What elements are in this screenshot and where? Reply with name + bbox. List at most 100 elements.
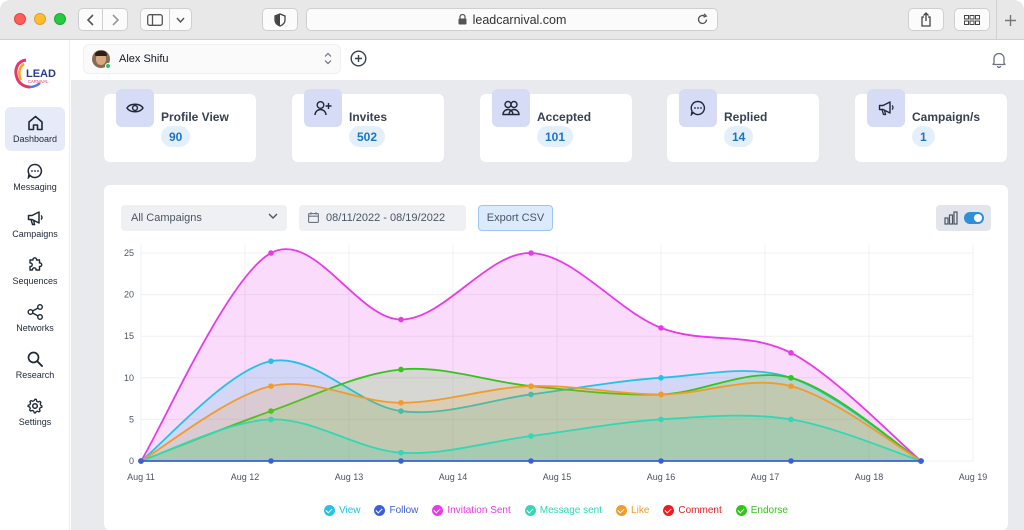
stat-icon-box (679, 89, 717, 127)
chevron-updown-icon (324, 52, 332, 65)
x-tick-label: Aug 13 (335, 472, 364, 482)
home-icon (27, 115, 43, 130)
eye-icon (126, 103, 144, 113)
legend-item-view[interactable]: View (323, 505, 360, 516)
back-button[interactable] (78, 8, 103, 31)
privacy-report-button[interactable] (262, 8, 298, 31)
stat-card-campaigns: Campaign/s 1 (855, 89, 1007, 162)
endorse-point (398, 366, 404, 373)
sidebar-item-label: Sequences (12, 276, 58, 286)
follow-point (528, 458, 534, 464)
minimize-window-button[interactable] (34, 13, 46, 25)
legend-item-endorse[interactable]: Endorse (735, 505, 788, 516)
chart-view-toggle[interactable] (936, 205, 991, 231)
tab-overview-button[interactable] (954, 8, 990, 31)
y-tick-label: 5 (129, 414, 134, 424)
x-tick-label: Aug 14 (439, 472, 468, 482)
legend-item-follow[interactable]: Follow (374, 505, 418, 516)
stat-icon-box (116, 89, 154, 127)
sidebar-item-networks[interactable]: Networks (5, 296, 65, 340)
follow-point (658, 458, 664, 464)
y-tick-label: 0 (129, 456, 134, 466)
bell-icon[interactable] (992, 51, 1006, 68)
view-point (528, 391, 534, 398)
chart-mode-switch[interactable] (964, 212, 984, 224)
x-tick-label: Aug 17 (751, 472, 780, 482)
close-window-button[interactable] (14, 13, 26, 25)
sidebar-item-messaging[interactable]: Messaging (5, 155, 65, 199)
legend-label: Invitation Sent (447, 505, 511, 516)
stat-icon-box (304, 89, 342, 127)
online-status-dot (105, 63, 111, 69)
logo-subtext: CARNIVAL (28, 79, 49, 84)
chevron-down-icon (176, 17, 185, 23)
legend-item-message-sent[interactable]: Message sent (524, 505, 603, 516)
stat-card-profile-view: Profile View 90 (104, 89, 256, 162)
view-point (398, 408, 404, 414)
sidebar: LEAD CARNIVAL Dashboard Messaging Campai… (0, 40, 70, 530)
legend-label: Comment (678, 505, 722, 516)
invitation-sent-point (788, 350, 794, 356)
sidebar-item-label: Research (15, 369, 55, 380)
grid-icon (964, 14, 980, 25)
check-circle-icon (735, 505, 747, 516)
y-tick-label: 25 (124, 248, 134, 258)
dashboard-content: Profile View 90 Invites 502 Accepted 10 1… (71, 80, 1024, 530)
check-circle-icon (432, 505, 444, 516)
search-icon (27, 351, 43, 367)
sidebar-item-campaigns[interactable]: Campaigns (5, 202, 65, 246)
check-circle-icon (616, 505, 628, 516)
legend-label: Like (631, 505, 650, 516)
date-range-picker[interactable]: 08/11/2022 - 08/19/2022 (299, 205, 466, 231)
sidebar-item-dashboard[interactable]: Dashboard (5, 107, 65, 151)
address-bar[interactable]: leadcarnival.com (306, 8, 718, 31)
invitation-sent-point (528, 250, 534, 256)
stat-title: Replied (724, 110, 768, 124)
export-csv-button[interactable]: Export CSV (478, 205, 553, 231)
legend-label: Message sent (539, 505, 603, 516)
zoom-window-button[interactable] (54, 13, 66, 25)
share-button[interactable] (908, 8, 944, 31)
follow-point (268, 458, 274, 464)
area-chart: 0 5 10 15 20 25 Aug 11 Aug 12 Aug 13 Aug 14 Aug 15… (124, 245, 988, 482)
chart-legend: View Follow Invitation Sent Message sent Lik… (104, 505, 1008, 516)
add-account-icon[interactable] (350, 50, 367, 67)
reload-icon[interactable] (696, 13, 709, 26)
legend-item-like[interactable]: Like (616, 505, 649, 516)
share-nodes-icon (27, 303, 43, 320)
profile-selector[interactable]: Alex Shifu (83, 44, 341, 74)
stat-title: Accepted (537, 110, 592, 124)
campaign-filter-select[interactable]: All Campaigns (121, 205, 287, 231)
view-point (658, 375, 664, 381)
chevron-left-icon (86, 13, 94, 26)
sidebar-item-research[interactable]: Research (5, 343, 65, 387)
campaign-filter-value: All Campaigns (131, 212, 202, 224)
sidebar-toggle-button[interactable] (140, 8, 170, 31)
plus-icon (1005, 14, 1016, 26)
forward-button[interactable] (103, 8, 128, 31)
sidebar-item-sequences[interactable]: Sequences (5, 249, 65, 293)
legend-item-comment[interactable]: Comment (663, 505, 722, 516)
sidebar-item-settings[interactable]: Settings (5, 390, 65, 434)
bar-chart-icon[interactable] (944, 211, 958, 225)
like-point (528, 383, 534, 389)
new-tab-button[interactable] (996, 0, 1024, 40)
chevron-right-icon (112, 13, 120, 26)
stat-title: Campaign/s (912, 110, 981, 124)
shield-icon (274, 12, 286, 27)
stat-value: 14 (724, 126, 754, 147)
y-tick-label: 10 (124, 373, 134, 383)
lead-carnival-logo[interactable]: LEAD CARNIVAL (12, 56, 60, 92)
legend-item-invitation-sent[interactable]: Invitation Sent (432, 505, 511, 516)
chevron-down-icon (268, 213, 278, 219)
url-text: leadcarnival.com (472, 12, 567, 27)
message-sent-point (528, 433, 534, 439)
puzzle-icon (28, 257, 42, 271)
sidebar-dropdown-button[interactable] (170, 8, 192, 31)
share-icon (921, 12, 931, 27)
like-point (398, 399, 404, 406)
x-tick-label: Aug 19 (959, 472, 988, 482)
calendar-icon (308, 212, 319, 223)
check-circle-icon (323, 505, 335, 516)
stat-card-invites: Invites 502 (292, 89, 444, 162)
